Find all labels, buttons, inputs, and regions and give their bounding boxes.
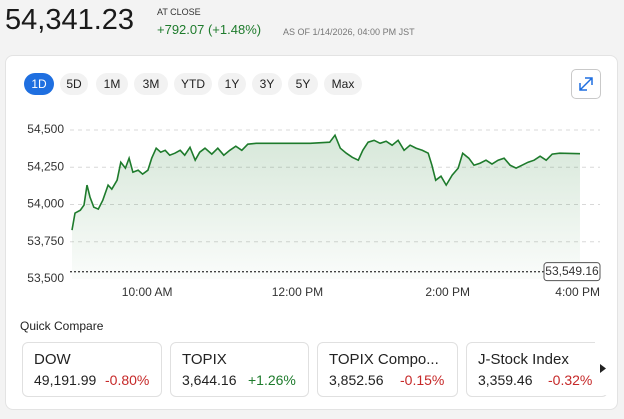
range-button[interactable]: YTD [174,73,212,95]
as-of: AS OF 1/14/2026, 04:00 PM JST [283,27,415,37]
price: 54,341.23 [5,4,135,36]
range-button[interactable]: 3Y [252,73,282,95]
compare-price: 3,644.16 [182,372,237,388]
y-tick-label: 54,000 [27,197,64,211]
range-button[interactable]: 1D [24,73,54,95]
expand-button[interactable] [571,69,601,99]
chart: 53,500 53,750 54,000 54,250 54,500 10:00 AM 12… [27,122,601,299]
compare-change: -0.80% [105,372,150,388]
compare-card[interactable]: TOPIX Compo... 3,852.56 -0.15% [317,342,458,397]
compare-name: TOPIX Compo... [329,351,439,368]
x-tick-label: 10:00 AM [122,285,173,299]
range-button[interactable]: 3M [134,73,168,95]
next-button[interactable] [595,342,611,395]
compare-change: -0.15% [400,372,445,388]
range-button[interactable]: Max [324,73,362,95]
compare-card[interactable]: DOW 49,191.99 -0.80% [22,342,162,397]
expand-icon [579,77,593,91]
compare-price: 3,852.56 [329,372,384,388]
compare-name: TOPIX [182,351,227,368]
range-button[interactable]: 5Y [288,73,318,95]
compare-change: -0.32% [548,372,593,388]
price-line [71,133,581,231]
status: AT CLOSE [157,7,201,17]
compare-name: J-Stock Index [478,351,569,368]
y-tick-label: 54,250 [27,159,64,173]
compare-name: DOW [34,351,71,368]
x-tick-label: 12:00 PM [272,285,323,299]
compare-price: 49,191.99 [34,372,97,388]
y-tick-label: 53,750 [27,234,64,248]
previous-close-box [543,262,601,282]
x-tick-label: 2:00 PM [425,285,470,299]
x-tick-label: 4:00 PM [555,285,600,299]
y-tick-label: 53,500 [27,271,64,285]
range-button[interactable]: 1Y [218,73,246,95]
compare-price: 3,359.46 [478,372,533,388]
previous-close-label: 53,549.16 [545,264,599,278]
change: +792.07 (+1.48%) [157,22,262,37]
compare-change: +1.26% [248,372,296,388]
next-icon [600,364,606,373]
range-button[interactable]: 5D [60,73,88,95]
compare-card[interactable]: J-Stock Index 3,359.46 -0.32% [466,342,608,397]
area [72,135,580,279]
y-tick-label: 54,500 [27,122,64,136]
compare-card[interactable]: TOPIX 3,644.16 +1.26% [170,342,309,397]
range-button[interactable]: 1M [96,73,128,95]
quick-compare-title: Quick Compare [20,319,104,333]
